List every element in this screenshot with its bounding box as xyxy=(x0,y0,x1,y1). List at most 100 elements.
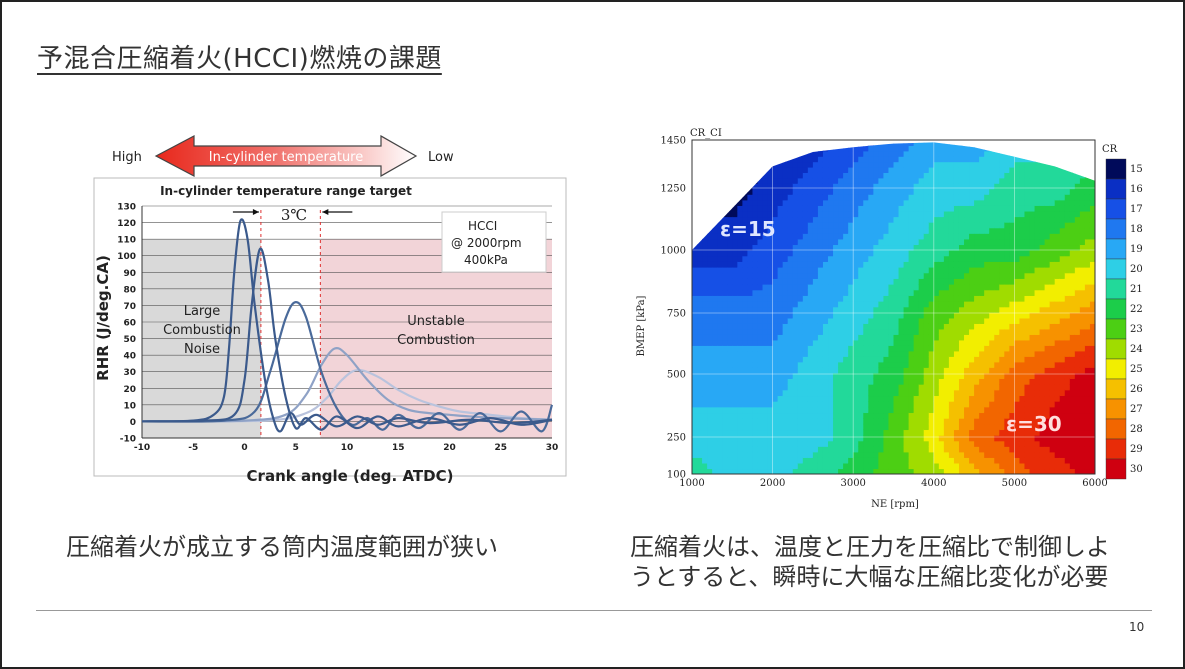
cr-cell xyxy=(1014,317,1021,324)
cr-cell xyxy=(943,250,950,257)
cr-cell xyxy=(1044,328,1051,335)
cr-cell xyxy=(918,199,925,206)
cr-cell xyxy=(958,267,965,274)
cr-cell xyxy=(923,289,930,296)
cr-cell xyxy=(893,418,900,425)
cr-cell xyxy=(928,205,935,212)
cr-cell xyxy=(1049,183,1056,190)
cr-cell xyxy=(1064,328,1071,335)
cr-cell xyxy=(1044,356,1051,363)
cr-cell xyxy=(974,156,980,163)
cr-cell xyxy=(838,238,844,246)
cr-cell xyxy=(918,188,925,195)
cr-cell xyxy=(883,412,890,419)
cr-cell xyxy=(1034,435,1041,442)
cr-cell xyxy=(807,378,814,385)
cr-cell xyxy=(858,306,864,313)
cr-cell xyxy=(873,312,879,319)
map-x-tick-label: 5000 xyxy=(1002,478,1027,489)
cr-cell xyxy=(999,350,1005,357)
cr-cell xyxy=(817,395,824,402)
cr-cell xyxy=(1054,295,1061,302)
cr-cell xyxy=(888,361,895,368)
cr-cell xyxy=(933,222,940,229)
cr-cell xyxy=(772,177,779,184)
cr-cell xyxy=(1074,440,1081,447)
cr-cell xyxy=(782,356,789,363)
cr-cell xyxy=(712,284,718,291)
cr-cell xyxy=(943,378,950,385)
cr-cell xyxy=(843,345,849,352)
cr-cell xyxy=(953,289,960,296)
cr-cell xyxy=(1089,222,1095,229)
cr-cell xyxy=(717,167,723,173)
cr-cell xyxy=(1024,435,1031,442)
cr-cell xyxy=(722,312,728,319)
cr-cell xyxy=(697,401,703,408)
cr-cell xyxy=(712,378,718,385)
cr-cell xyxy=(1019,142,1026,146)
cr-cell xyxy=(757,372,764,380)
cr-cell xyxy=(833,188,839,195)
cr-cell xyxy=(802,451,809,458)
cr-cell xyxy=(938,334,945,341)
cr-cell xyxy=(1014,378,1021,385)
cr-cell xyxy=(868,462,874,470)
cr-cell xyxy=(853,440,859,447)
cr-cell xyxy=(989,361,995,368)
cr-cell xyxy=(807,284,814,291)
cr-cell xyxy=(853,177,859,184)
cr-cell xyxy=(969,435,975,442)
cr-cell xyxy=(702,194,708,201)
cr-cell xyxy=(1074,250,1081,257)
cr-cell xyxy=(878,227,885,234)
cr-cell xyxy=(757,367,764,374)
cr-cell xyxy=(1069,183,1076,190)
cr-cell xyxy=(903,389,910,397)
cr-cell xyxy=(833,440,839,447)
cr-cell xyxy=(787,451,794,458)
cr-cell xyxy=(1084,244,1091,251)
cr-cell xyxy=(817,457,824,464)
cr-cell xyxy=(787,446,794,453)
cr-cell xyxy=(918,261,925,268)
cr-cell xyxy=(772,406,779,414)
cr-cell xyxy=(883,161,890,168)
rhr-series-line xyxy=(141,347,553,423)
cr-cell xyxy=(868,205,874,212)
cr-cell xyxy=(1044,289,1051,296)
cr-cell xyxy=(828,451,834,458)
cr-cell xyxy=(999,312,1005,319)
cr-cell xyxy=(1089,267,1095,274)
cr-cell xyxy=(762,406,769,414)
cr-cell xyxy=(918,440,925,447)
cr-cell xyxy=(908,199,915,206)
cr-cell xyxy=(969,345,975,352)
cr-cell xyxy=(1004,156,1010,163)
cr-cell xyxy=(807,216,814,223)
cr-cell xyxy=(858,328,864,335)
cr-cell xyxy=(697,328,703,335)
cr-cell xyxy=(908,468,915,475)
cr-cell xyxy=(1044,188,1051,195)
cr-cell xyxy=(969,306,975,313)
cr-cell xyxy=(908,312,915,319)
cr-cell xyxy=(958,284,965,291)
cr-cell xyxy=(737,361,743,368)
cr-cell xyxy=(833,177,839,184)
cr-cell xyxy=(903,468,910,475)
cr-cell xyxy=(979,177,985,184)
cr-cell xyxy=(732,194,738,201)
cr-cell xyxy=(787,267,794,274)
cr-cell xyxy=(1064,156,1071,163)
cr-cell xyxy=(692,205,698,212)
cr-cell xyxy=(712,172,718,179)
cr-cell xyxy=(989,167,995,173)
cr-cell xyxy=(702,306,708,313)
cr-cell xyxy=(732,423,738,431)
cr-cell xyxy=(873,150,879,157)
cr-cell xyxy=(792,267,799,274)
cr-cell xyxy=(969,272,975,279)
cr-cell xyxy=(692,446,698,453)
